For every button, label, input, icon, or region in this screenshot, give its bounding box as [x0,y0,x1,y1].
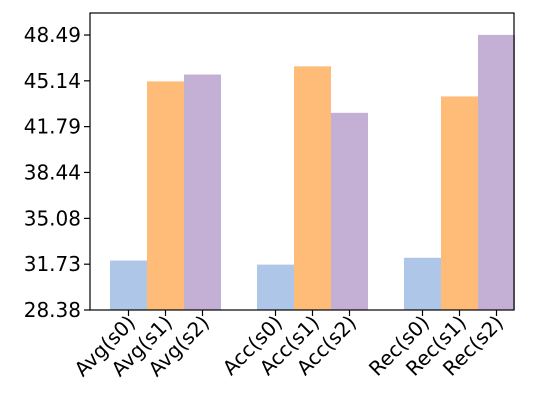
bar [404,257,441,310]
bar [257,264,294,310]
y-axis: 28.38 31.73 35.08 38.44 41.79 45.14 48.49 [24,23,90,322]
y-tick-label: 41.79 [24,115,81,139]
y-tick-label: 31.73 [24,252,81,276]
x-axis: Avg(s0)Avg(s1)Avg(s2) Acc(s0)Acc(s1)Acc(s… [69,310,508,381]
bar [331,112,368,311]
bar [147,81,184,310]
bars-layer [110,34,515,311]
y-tick-label: 28.38 [24,298,81,322]
bar [441,96,478,310]
bar [184,74,221,311]
plot-frame [89,12,515,311]
bar [478,34,515,311]
y-tick-label: 48.49 [24,23,81,47]
y-tick-label: 38.44 [24,160,81,184]
bar [110,260,147,310]
y-tick-label: 45.14 [24,69,81,93]
y-tick-label: 35.08 [24,206,81,230]
bar [294,66,331,310]
